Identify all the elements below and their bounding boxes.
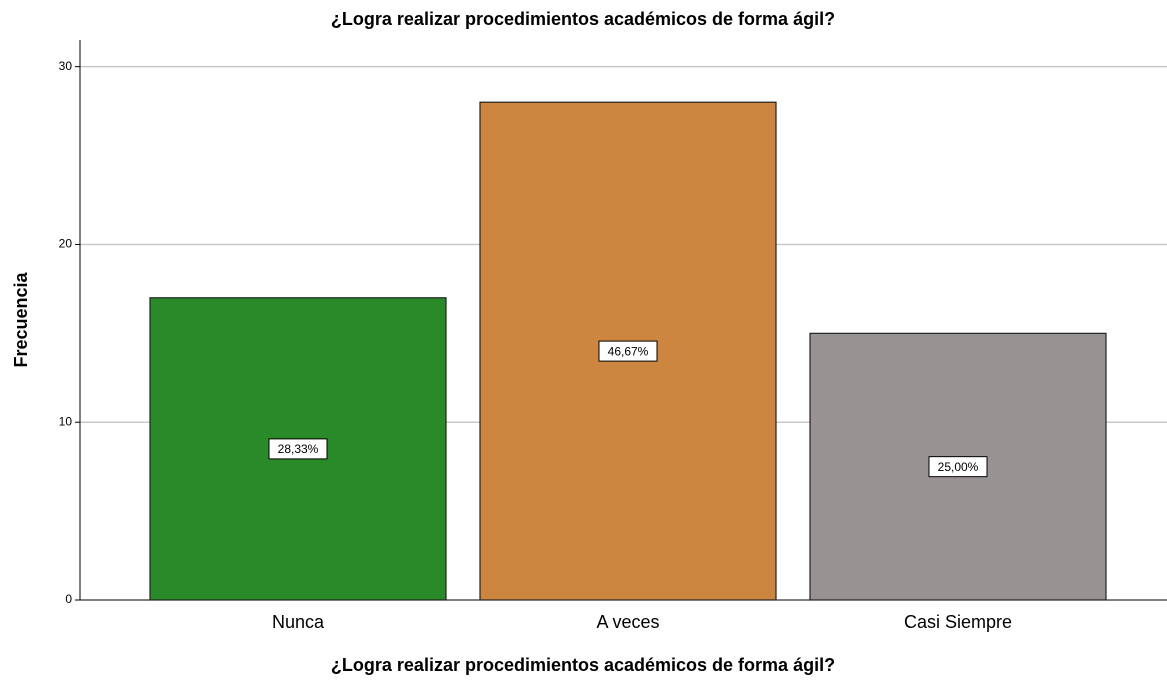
x-tick-label: A veces	[596, 612, 659, 632]
data-label: 46,67%	[608, 344, 649, 358]
x-axis-label: ¿Logra realizar procedimientos académico…	[331, 655, 835, 675]
y-tick-label: 30	[59, 59, 73, 73]
y-axis-label: Frecuencia	[11, 271, 31, 367]
data-label: 25,00%	[938, 460, 979, 474]
data-label: 28,33%	[278, 442, 319, 456]
y-tick-label: 0	[65, 592, 72, 606]
y-tick-label: 20	[59, 237, 73, 251]
x-tick-label: Nunca	[272, 612, 325, 632]
y-tick-label: 10	[59, 414, 73, 428]
data-label-box	[268, 438, 328, 460]
x-tick-label: Casi Siempre	[904, 612, 1012, 632]
data-label-box	[598, 340, 658, 362]
chart-title: ¿Logra realizar procedimientos académico…	[331, 9, 835, 29]
bar	[149, 297, 447, 601]
data-label-box	[928, 456, 988, 478]
